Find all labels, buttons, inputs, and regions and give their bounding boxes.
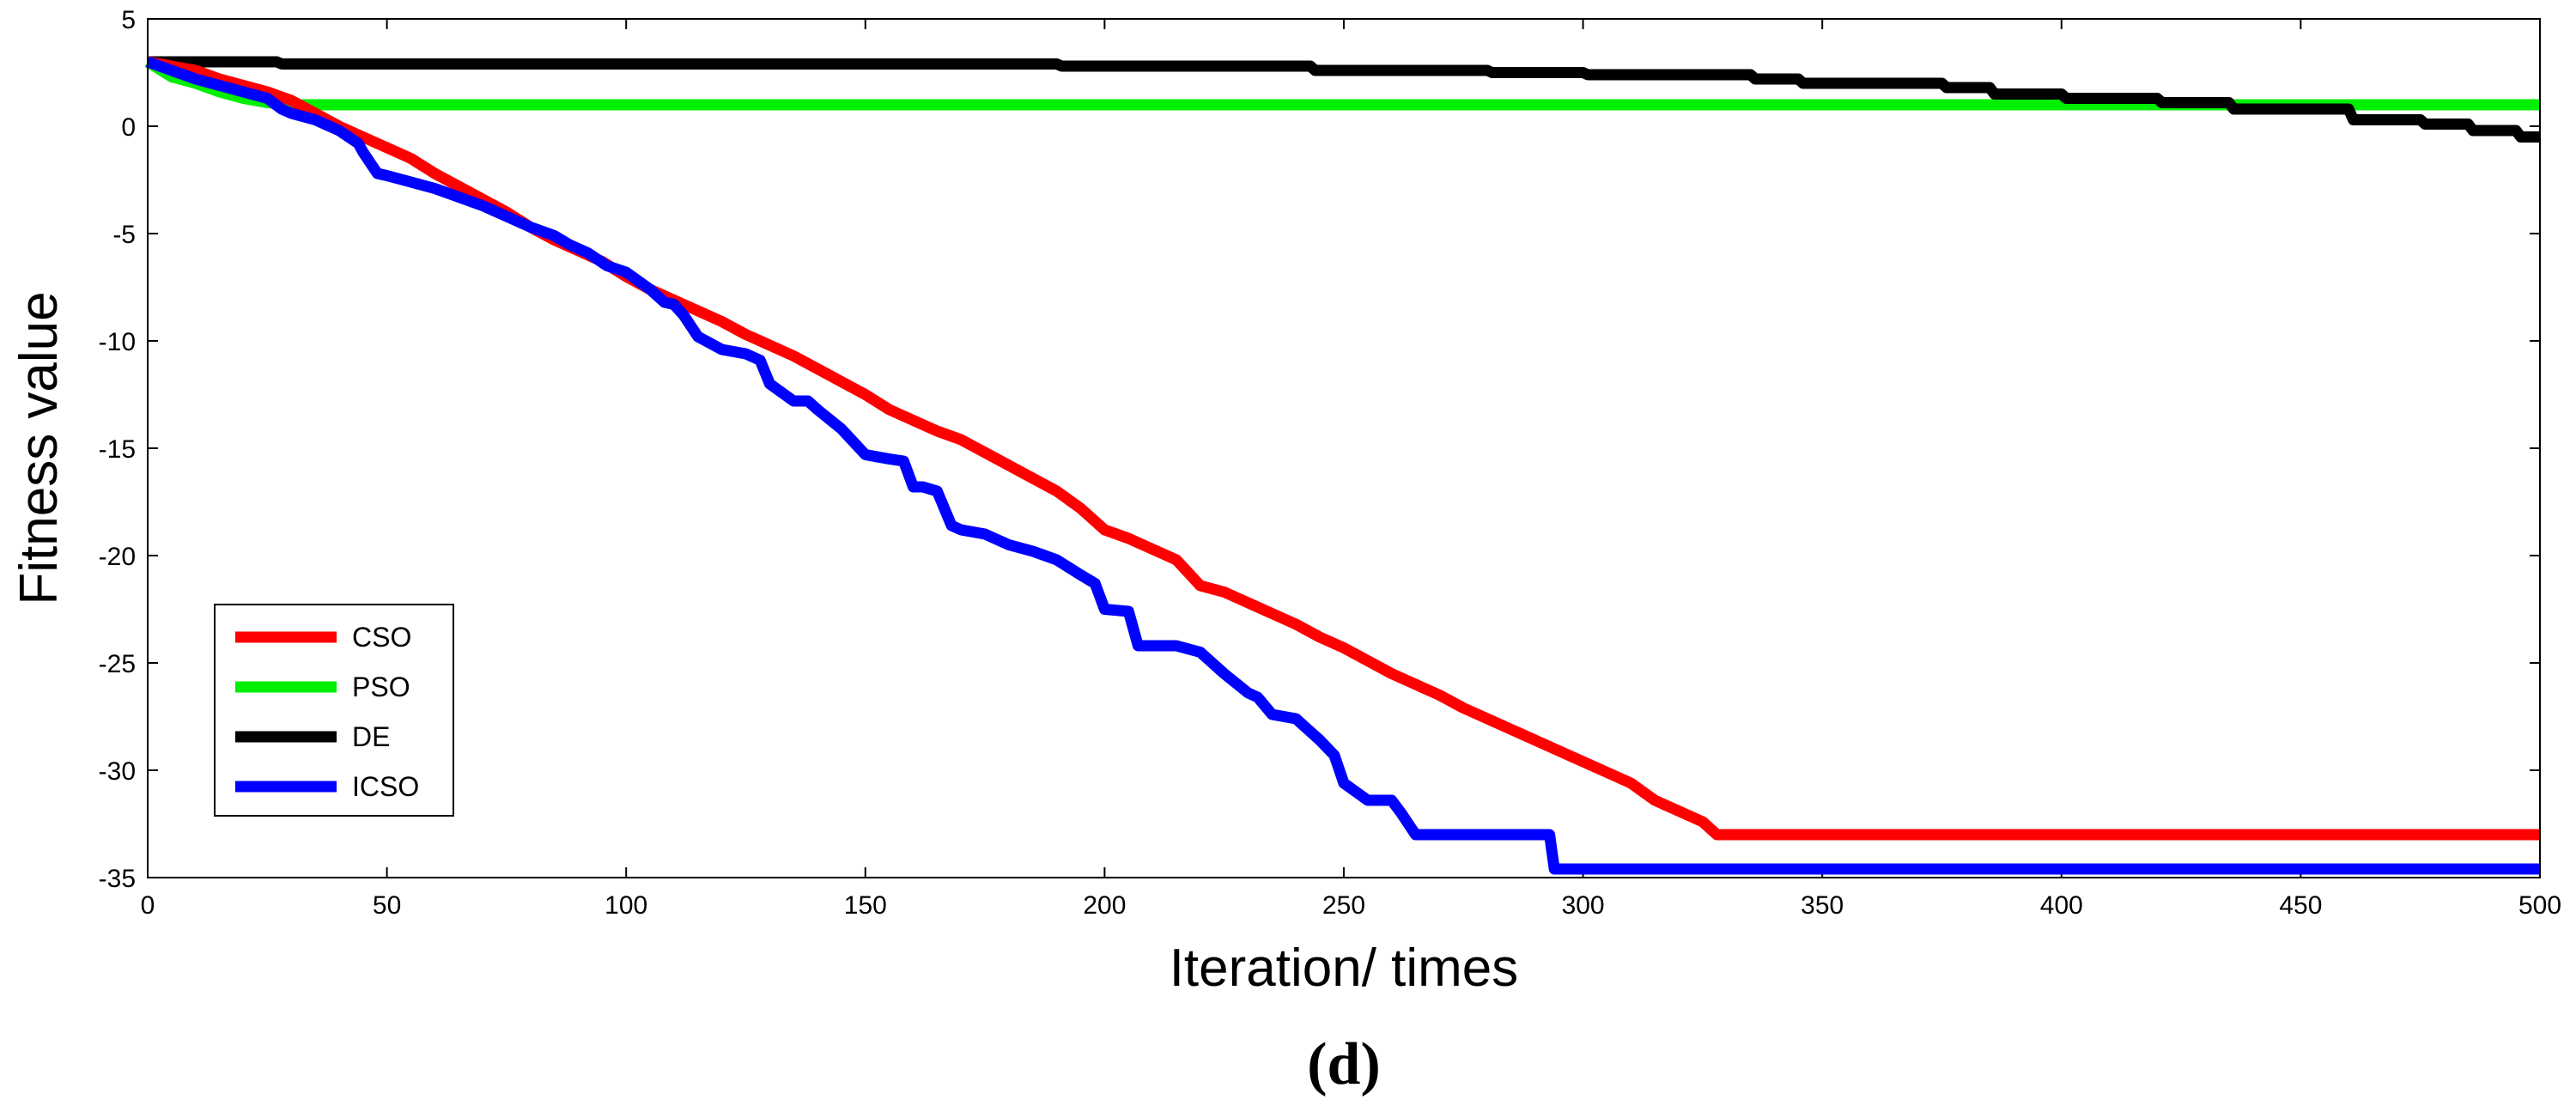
legend-label-cso: CSO (352, 622, 411, 653)
tick-labels: 0 50 100 150 200 250 300 350 400 450 50050-5-10-15… (99, 6, 2561, 920)
x-tick-label: 0 (141, 891, 155, 920)
legend-items: CSO PSO DE ICSO (235, 622, 419, 802)
y-tick-label: 0 (121, 113, 136, 142)
y-tick-label: -30 (99, 757, 136, 786)
y-tick-label: -25 (99, 650, 136, 678)
y-tick-label: -15 (99, 435, 136, 464)
panel-label: (d) (1307, 1031, 1381, 1097)
series-line-de (148, 56, 2540, 143)
x-tick-label: 500 (2518, 891, 2561, 920)
x-tick-label: 100 (605, 891, 647, 920)
y-tick-label: -20 (99, 543, 136, 571)
series-line-cso (146, 56, 2540, 841)
y-tick-label: 5 (121, 6, 136, 34)
x-axis-title: Iteration/ times (1170, 939, 1519, 998)
series-line-icso (145, 56, 2540, 875)
x-tick-label: 400 (2040, 891, 2083, 920)
x-tick-label: 200 (1083, 891, 1126, 920)
x-tick-label: 450 (2279, 891, 2322, 920)
x-tick-label: 150 (844, 891, 887, 920)
x-tick-label: 350 (1801, 891, 1844, 920)
legend-label-icso: ICSO (352, 771, 419, 802)
x-tick-label: 50 (373, 891, 401, 920)
series-lines (144, 56, 2540, 875)
x-tick-label: 250 (1322, 891, 1365, 920)
y-tick-label: -5 (112, 221, 136, 249)
x-tick-label: 300 (1562, 891, 1605, 920)
legend: CSO PSO DE ICSO (214, 604, 454, 817)
y-tick-label: -10 (99, 328, 136, 356)
axis-ticks (147, 18, 2541, 878)
y-axis-title: Fitness value (9, 291, 69, 605)
y-tick-label: -35 (99, 865, 136, 893)
legend-label-pso: PSO (352, 672, 410, 702)
plot-frame (147, 18, 2541, 878)
legend-label-de: DE (352, 721, 390, 752)
